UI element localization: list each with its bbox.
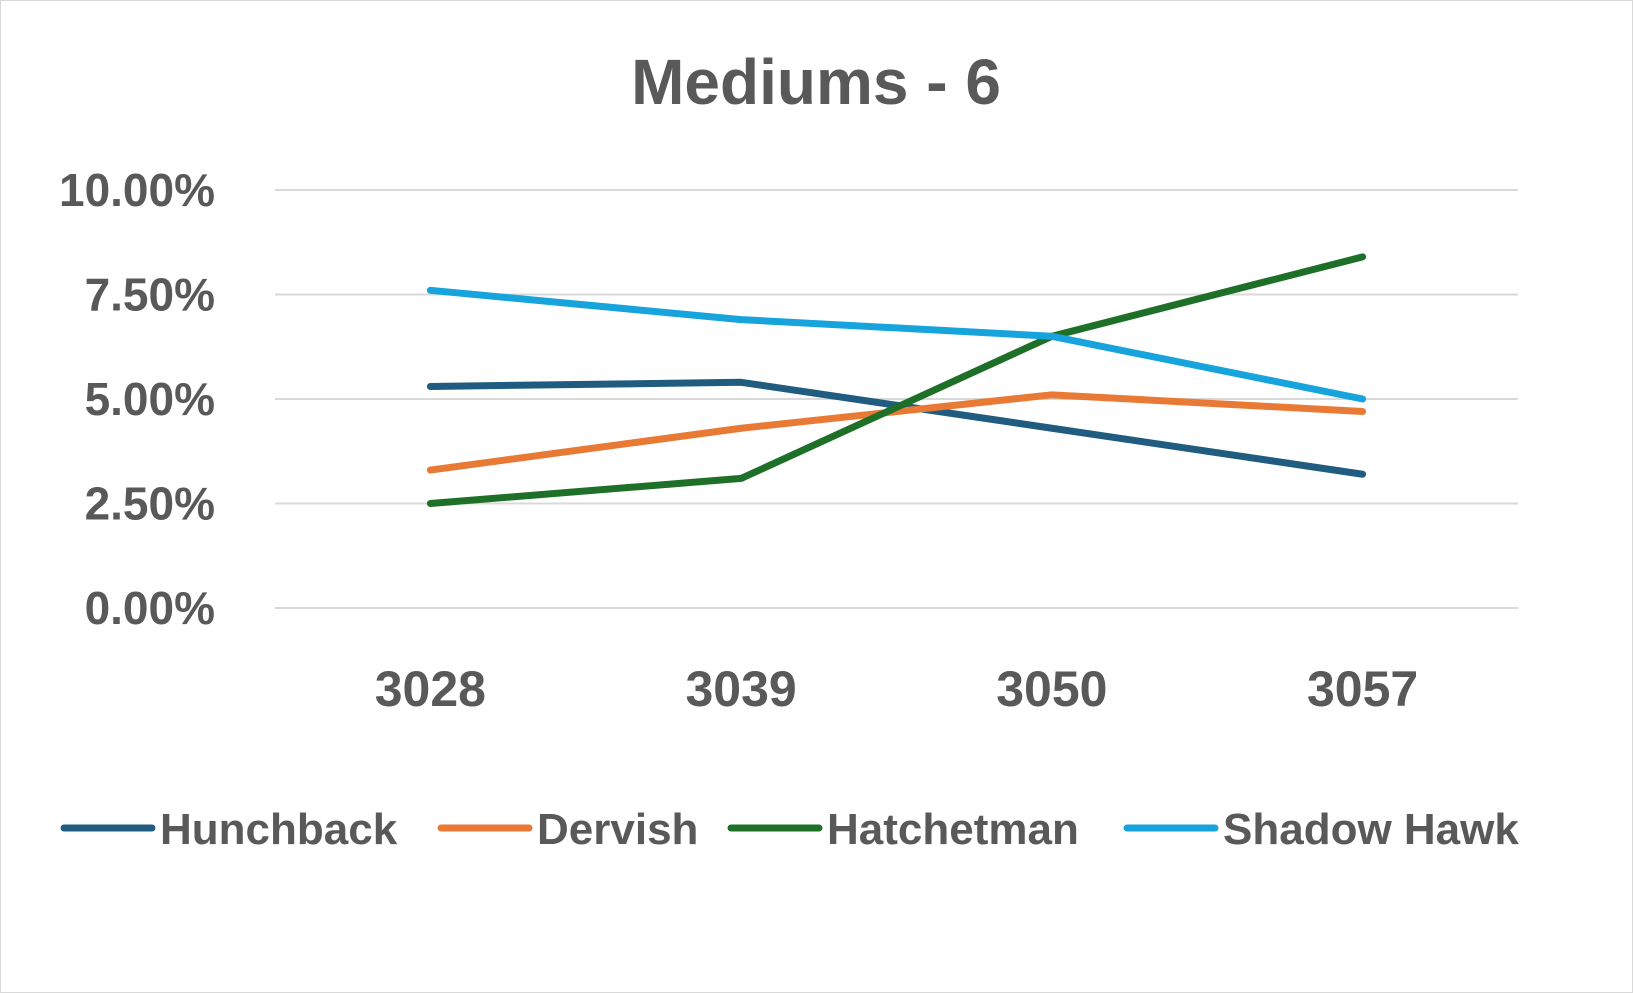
legend: Hunchback Dervish Hatchetman Shadow Hawk — [60, 805, 1519, 854]
x-tick-label: 3028 — [375, 661, 486, 717]
series-line-shadow-hawk — [426, 286, 1367, 403]
y-tick-label: 0.00% — [85, 582, 215, 634]
legend-label: Hatchetman — [827, 805, 1079, 854]
y-tick-label: 7.50% — [85, 269, 215, 321]
series-line-hunchback — [426, 378, 1367, 478]
gridlines — [275, 189, 1518, 609]
legend-item: Dervish — [437, 805, 698, 854]
x-tick-label: 3050 — [996, 661, 1107, 717]
series-lines — [426, 253, 1367, 507]
series-line-hatchetman — [426, 253, 1367, 507]
chart-title: Mediums - 6 — [631, 46, 1001, 118]
x-tick-label: 3057 — [1307, 661, 1418, 717]
x-axis-tick-labels: 3028 3039 3050 3057 — [375, 661, 1418, 717]
legend-item: Shadow Hawk — [1123, 805, 1519, 854]
x-tick-label: 3039 — [686, 661, 797, 717]
legend-label: Dervish — [537, 805, 698, 854]
series-line-dervish — [426, 391, 1367, 474]
legend-item: Hunchback — [60, 805, 398, 854]
legend-label: Hunchback — [160, 805, 398, 854]
y-axis-tick-labels: 0.00% 2.50% 5.00% 7.50% 10.00% — [59, 164, 215, 634]
legend-item: Hatchetman — [727, 805, 1079, 854]
y-tick-label: 5.00% — [85, 373, 215, 425]
y-tick-label: 2.50% — [85, 478, 215, 530]
legend-label: Shadow Hawk — [1223, 805, 1519, 854]
y-tick-label: 10.00% — [59, 164, 215, 216]
